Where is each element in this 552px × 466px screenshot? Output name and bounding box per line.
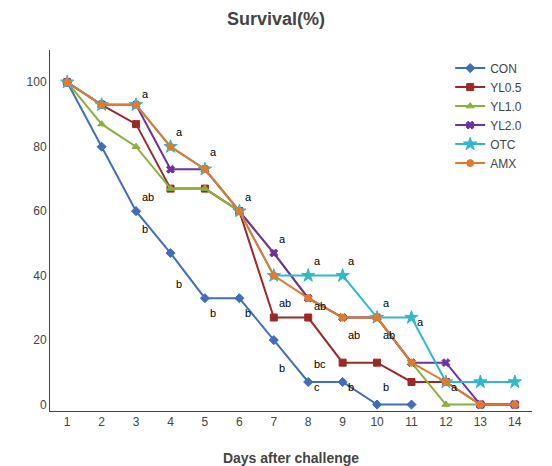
svg-text:40: 40 (33, 269, 47, 283)
svg-text:a: a (383, 297, 390, 309)
svg-text:b: b (210, 307, 216, 319)
svg-text:12: 12 (439, 415, 453, 429)
svg-text:a: a (348, 255, 355, 267)
svg-text:Survival(%): Survival(%) (227, 9, 325, 29)
svg-text:9: 9 (339, 415, 346, 429)
svg-text:ab: ab (314, 300, 326, 312)
svg-text:YL0.5: YL0.5 (490, 81, 522, 95)
svg-text:10: 10 (370, 415, 384, 429)
svg-text:bc: bc (314, 358, 326, 370)
svg-text:a: a (417, 316, 424, 328)
svg-text:ab: ab (348, 329, 360, 341)
svg-text:7: 7 (270, 415, 277, 429)
svg-text:11: 11 (405, 415, 418, 429)
svg-text:ab: ab (142, 191, 154, 203)
svg-text:b: b (348, 381, 354, 393)
svg-text:100: 100 (27, 75, 47, 89)
svg-text:0: 0 (40, 398, 47, 412)
svg-text:13: 13 (474, 415, 488, 429)
svg-text:b: b (279, 362, 285, 374)
svg-text:b: b (245, 307, 251, 319)
svg-text:ab: ab (279, 297, 291, 309)
svg-text:c: c (314, 381, 320, 393)
svg-text:60: 60 (33, 204, 47, 218)
svg-text:20: 20 (33, 333, 47, 347)
svg-text:a: a (176, 126, 183, 138)
svg-text:CON: CON (490, 62, 517, 76)
svg-text:2: 2 (98, 415, 105, 429)
svg-text:YL2.0: YL2.0 (490, 119, 522, 133)
svg-text:a: a (245, 191, 252, 203)
svg-text:a: a (451, 381, 458, 393)
svg-text:b: b (176, 278, 182, 290)
svg-text:YL1.0: YL1.0 (490, 100, 522, 114)
svg-text:ab: ab (383, 329, 395, 341)
svg-text:a: a (314, 255, 321, 267)
svg-text:3: 3 (133, 415, 140, 429)
svg-text:8: 8 (305, 415, 312, 429)
svg-text:14: 14 (508, 415, 522, 429)
svg-text:b: b (142, 223, 148, 235)
svg-text:a: a (142, 88, 149, 100)
svg-text:Days after challenge: Days after challenge (223, 450, 359, 466)
svg-text:80: 80 (33, 140, 47, 154)
svg-text:1: 1 (64, 415, 71, 429)
svg-text:4: 4 (167, 415, 174, 429)
svg-text:a: a (210, 146, 217, 158)
svg-text:OTC: OTC (490, 138, 516, 152)
svg-text:6: 6 (236, 415, 243, 429)
svg-text:a: a (279, 233, 286, 245)
svg-text:b: b (383, 381, 389, 393)
svg-text:5: 5 (202, 415, 209, 429)
svg-text:AMX: AMX (490, 157, 516, 171)
